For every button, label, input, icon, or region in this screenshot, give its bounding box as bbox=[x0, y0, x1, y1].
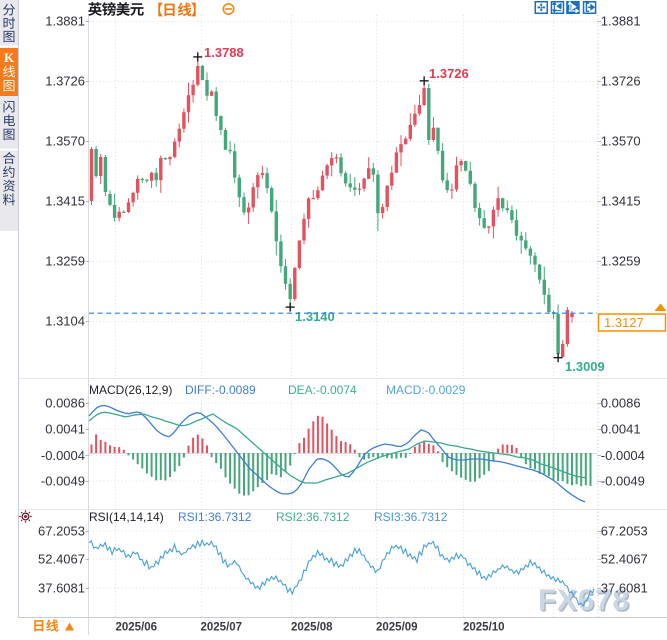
svg-text:DIFF:-0.0089: DIFF:-0.0089 bbox=[185, 383, 256, 397]
svg-text:1.3726: 1.3726 bbox=[45, 74, 85, 89]
svg-text:67.2053: 67.2053 bbox=[601, 524, 648, 539]
svg-text:1.3726: 1.3726 bbox=[601, 74, 641, 89]
svg-text:-0.0004: -0.0004 bbox=[601, 448, 645, 463]
svg-text:DEA:-0.0074: DEA:-0.0074 bbox=[288, 383, 357, 397]
svg-text:-0.0049: -0.0049 bbox=[41, 474, 85, 489]
svg-text:1.3259: 1.3259 bbox=[45, 254, 85, 269]
svg-text:1.3104: 1.3104 bbox=[45, 314, 85, 329]
svg-text:MACD:-0.0029: MACD:-0.0029 bbox=[386, 383, 466, 397]
svg-text:1.3570: 1.3570 bbox=[45, 134, 85, 149]
svg-text:1.3726: 1.3726 bbox=[429, 66, 469, 81]
svg-text:-0.0004: -0.0004 bbox=[41, 448, 85, 463]
svg-text:1.3881: 1.3881 bbox=[601, 14, 641, 29]
svg-text:1.3415: 1.3415 bbox=[601, 194, 641, 209]
svg-text:0.0041: 0.0041 bbox=[45, 422, 85, 437]
svg-text:RSI2:36.7312: RSI2:36.7312 bbox=[276, 510, 350, 524]
svg-text:67.2053: 67.2053 bbox=[38, 524, 85, 539]
svg-text:K: K bbox=[4, 50, 15, 65]
svg-text:1.3881: 1.3881 bbox=[45, 14, 85, 29]
svg-text:2025/10: 2025/10 bbox=[463, 622, 505, 634]
svg-text:37.6081: 37.6081 bbox=[38, 581, 85, 596]
svg-text:1.3570: 1.3570 bbox=[601, 134, 641, 149]
svg-text:52.4067: 52.4067 bbox=[38, 552, 85, 567]
svg-text:2025/08: 2025/08 bbox=[291, 622, 333, 634]
svg-text:RSI1:36.7312: RSI1:36.7312 bbox=[178, 510, 252, 524]
svg-text:2025/09: 2025/09 bbox=[376, 622, 418, 634]
svg-text:2025/07: 2025/07 bbox=[201, 622, 243, 634]
svg-text:2025/06: 2025/06 bbox=[116, 622, 158, 634]
svg-text:RSI3:36.7312: RSI3:36.7312 bbox=[374, 510, 448, 524]
svg-text:-0.0049: -0.0049 bbox=[601, 474, 645, 489]
svg-text:1.3009: 1.3009 bbox=[565, 359, 605, 374]
svg-text:0.0086: 0.0086 bbox=[601, 396, 641, 411]
svg-text:0.0086: 0.0086 bbox=[45, 396, 85, 411]
svg-text:1.3415: 1.3415 bbox=[45, 194, 85, 209]
svg-text:MACD(26,12,9): MACD(26,12,9) bbox=[89, 383, 172, 397]
svg-text:1.3259: 1.3259 bbox=[601, 254, 641, 269]
svg-text:FX678: FX678 bbox=[538, 584, 630, 617]
svg-text:1.3127: 1.3127 bbox=[604, 315, 644, 330]
svg-text:1.3140: 1.3140 bbox=[295, 309, 335, 324]
svg-text:0.0041: 0.0041 bbox=[601, 422, 641, 437]
svg-text:RSI(14,14,14): RSI(14,14,14) bbox=[89, 510, 164, 524]
svg-text:52.4067: 52.4067 bbox=[601, 552, 648, 567]
svg-text:37.6081: 37.6081 bbox=[601, 581, 648, 596]
svg-text:1.3788: 1.3788 bbox=[204, 45, 244, 60]
